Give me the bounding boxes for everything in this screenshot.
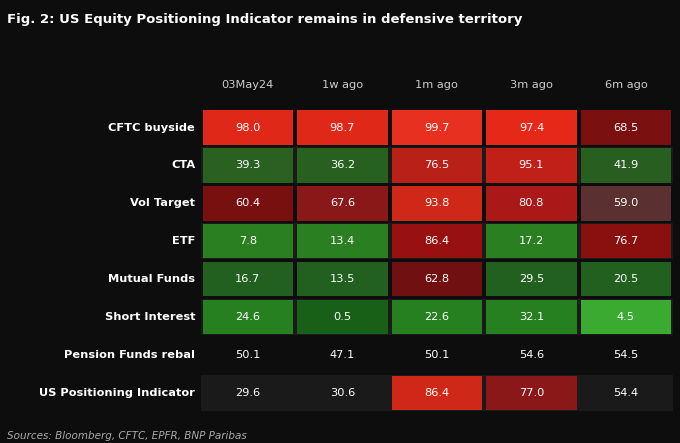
Text: 99.7: 99.7 bbox=[424, 123, 449, 132]
Text: 3m ago: 3m ago bbox=[510, 80, 553, 90]
Text: 03May24: 03May24 bbox=[222, 80, 274, 90]
Text: 4.5: 4.5 bbox=[617, 312, 635, 322]
Text: 24.6: 24.6 bbox=[235, 312, 260, 322]
Text: Vol Target: Vol Target bbox=[130, 198, 195, 208]
Text: Sources: Bloomberg, CFTC, EPFR, BNP Paribas: Sources: Bloomberg, CFTC, EPFR, BNP Pari… bbox=[7, 431, 247, 441]
Text: 41.9: 41.9 bbox=[613, 160, 639, 171]
Text: CTA: CTA bbox=[171, 160, 195, 171]
Text: 62.8: 62.8 bbox=[424, 274, 449, 284]
Text: 1m ago: 1m ago bbox=[415, 80, 458, 90]
Text: 67.6: 67.6 bbox=[330, 198, 355, 208]
Text: 50.1: 50.1 bbox=[424, 350, 449, 360]
Text: 86.4: 86.4 bbox=[424, 388, 449, 398]
Text: 98.0: 98.0 bbox=[235, 123, 260, 132]
Text: 93.8: 93.8 bbox=[424, 198, 449, 208]
Text: 76.7: 76.7 bbox=[613, 236, 639, 246]
Text: 6m ago: 6m ago bbox=[605, 80, 647, 90]
Text: 98.7: 98.7 bbox=[330, 123, 355, 132]
Text: 13.5: 13.5 bbox=[330, 274, 355, 284]
Text: ETF: ETF bbox=[172, 236, 195, 246]
Text: 17.2: 17.2 bbox=[519, 236, 544, 246]
Text: 95.1: 95.1 bbox=[519, 160, 544, 171]
Text: Mutual Funds: Mutual Funds bbox=[108, 274, 195, 284]
Text: 59.0: 59.0 bbox=[613, 198, 639, 208]
Text: 7.8: 7.8 bbox=[239, 236, 257, 246]
Text: 1w ago: 1w ago bbox=[322, 80, 363, 90]
Text: 39.3: 39.3 bbox=[235, 160, 260, 171]
Text: 36.2: 36.2 bbox=[330, 160, 355, 171]
Text: CFTC buyside: CFTC buyside bbox=[108, 123, 195, 132]
Text: 86.4: 86.4 bbox=[424, 236, 449, 246]
Text: 47.1: 47.1 bbox=[330, 350, 355, 360]
Text: 30.6: 30.6 bbox=[330, 388, 355, 398]
Text: 80.8: 80.8 bbox=[519, 198, 544, 208]
Text: 29.5: 29.5 bbox=[519, 274, 544, 284]
Text: 22.6: 22.6 bbox=[424, 312, 449, 322]
Text: 32.1: 32.1 bbox=[519, 312, 544, 322]
Text: 16.7: 16.7 bbox=[235, 274, 260, 284]
Text: US Positioning Indicator: US Positioning Indicator bbox=[39, 388, 195, 398]
Text: 20.5: 20.5 bbox=[613, 274, 639, 284]
Text: 54.4: 54.4 bbox=[613, 388, 639, 398]
Text: 97.4: 97.4 bbox=[519, 123, 544, 132]
Text: 54.6: 54.6 bbox=[519, 350, 544, 360]
Text: 13.4: 13.4 bbox=[330, 236, 355, 246]
Text: 29.6: 29.6 bbox=[235, 388, 260, 398]
Text: 50.1: 50.1 bbox=[235, 350, 260, 360]
Text: Pension Funds rebal: Pension Funds rebal bbox=[64, 350, 195, 360]
Text: 54.5: 54.5 bbox=[613, 350, 639, 360]
Text: 60.4: 60.4 bbox=[235, 198, 260, 208]
Text: 77.0: 77.0 bbox=[519, 388, 544, 398]
Text: 68.5: 68.5 bbox=[613, 123, 639, 132]
Text: Fig. 2: US Equity Positioning Indicator remains in defensive territory: Fig. 2: US Equity Positioning Indicator … bbox=[7, 13, 522, 26]
Text: 0.5: 0.5 bbox=[333, 312, 352, 322]
Text: Short Interest: Short Interest bbox=[105, 312, 195, 322]
Text: 76.5: 76.5 bbox=[424, 160, 449, 171]
